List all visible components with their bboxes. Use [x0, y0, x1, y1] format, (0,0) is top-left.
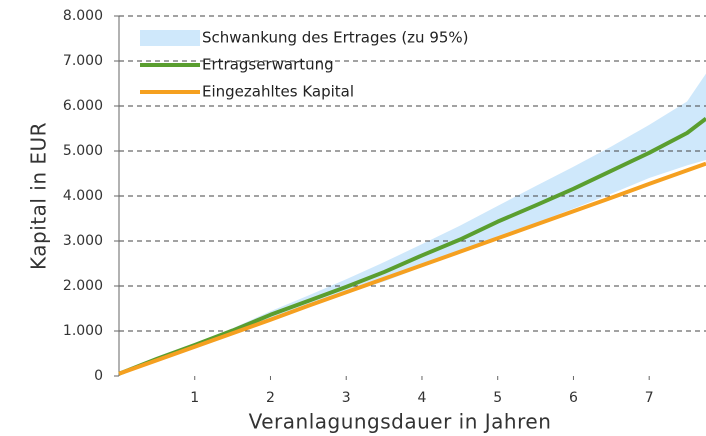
- legend-text: Ertragserwartung: [202, 56, 334, 74]
- legend-text: Schwankung des Ertrages (zu 95%): [202, 29, 469, 47]
- x-tick-label: 4: [418, 390, 427, 406]
- y-tick-label: 8.000: [63, 8, 103, 24]
- legend-text: Eingezahltes Kapital: [202, 83, 354, 101]
- x-tick-label: 7: [645, 390, 654, 406]
- legend-swatch: [140, 30, 200, 46]
- y-tick-label: 6.000: [63, 98, 103, 114]
- y-axis-label: Kapital in EUR: [27, 122, 51, 270]
- x-tick-label: 6: [569, 390, 578, 406]
- y-tick-label: 3.000: [63, 233, 103, 249]
- line-series: [118, 161, 706, 376]
- y-tick-label: 7.000: [63, 53, 103, 69]
- y-tick-label: 5.000: [63, 143, 103, 159]
- x-tick-label: 2: [266, 390, 275, 406]
- y-tick-label: 4.000: [63, 188, 103, 204]
- x-tick-label: 1: [190, 390, 199, 406]
- line-series: [118, 117, 706, 376]
- x-tick-label: 3: [342, 390, 351, 406]
- y-tick-label: 2.000: [63, 278, 103, 294]
- x-axis-label: Veranlagungsdauer in Jahren: [249, 410, 552, 434]
- confidence-band: [119, 73, 706, 374]
- y-tick-label: 0: [94, 368, 103, 384]
- x-tick-label: 5: [493, 390, 502, 406]
- y-tick-label: 1.000: [63, 323, 103, 339]
